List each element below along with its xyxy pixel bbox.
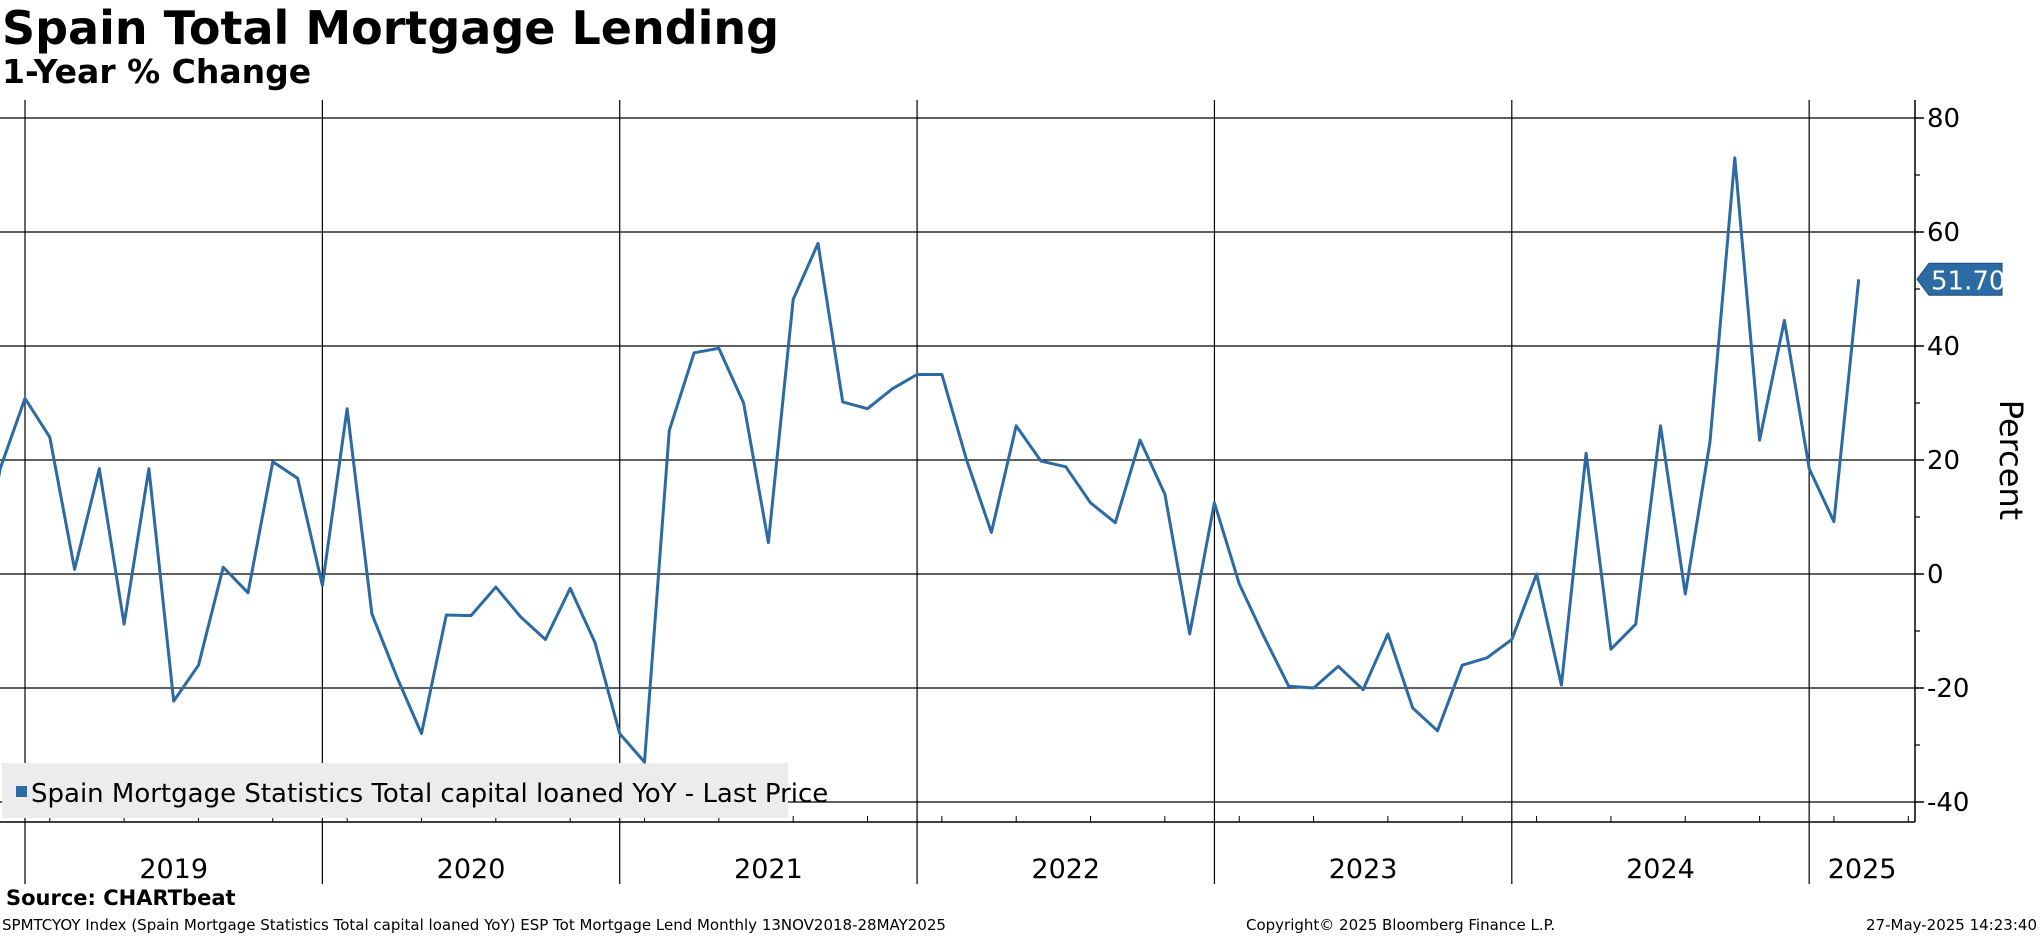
last-price-label: 51.70 <box>1931 266 2005 296</box>
last-price-badge-shape <box>1916 262 2003 296</box>
y-tick-label: -40 <box>1927 788 1969 818</box>
x-tick-label: 2019 <box>139 854 208 885</box>
x-tick-label: 2025 <box>1828 854 1897 885</box>
y-tick-label: 40 <box>1927 332 1960 362</box>
legend-swatch <box>16 786 27 797</box>
footer-timestamp: 27-May-2025 14:23:40 <box>1866 916 2037 934</box>
y-tick-label: 20 <box>1927 446 1960 476</box>
vertical-gridlines <box>24 100 1810 822</box>
footer-description: SPMTCYOY Index (Spain Mortgage Statistic… <box>2 916 946 934</box>
legend-background <box>2 763 788 818</box>
x-tick-label: 2023 <box>1329 854 1398 885</box>
y-axis: 80 60 40 20 0 -20 -40 <box>0 100 1969 823</box>
chart-title: Spain Total Mortgage Lending <box>2 1 780 55</box>
y-tick-label: -20 <box>1927 674 1969 704</box>
y-tick-label: 60 <box>1927 218 1960 248</box>
legend-label: Spain Mortgage Statistics Total capital … <box>31 779 828 809</box>
chart-subtitle: 1-Year % Change <box>2 52 312 91</box>
x-tick-label: 2022 <box>1031 854 1100 885</box>
x-axis-year-labels: 2019 2020 2021 2022 2023 2024 2025 <box>24 816 1909 885</box>
x-tick-label: 2024 <box>1626 854 1695 885</box>
y-axis-label: Percent <box>1992 400 2030 520</box>
footer-copyright: Copyright© 2025 Bloomberg Finance L.P. <box>1246 916 1556 934</box>
legend: Spain Mortgage Statistics Total capital … <box>2 763 828 818</box>
series-line <box>0 156 1861 764</box>
y-tick-label: 80 <box>1927 104 1960 134</box>
source-note: Source: CHARTbeat <box>6 886 236 910</box>
x-tick-label: 2020 <box>437 854 506 885</box>
last-price-badge: 51.70 <box>1916 262 2005 296</box>
y-tick-label: 0 <box>1927 560 1944 590</box>
horizontal-gridlines <box>0 117 1915 803</box>
x-tick-label: 2021 <box>734 854 803 885</box>
